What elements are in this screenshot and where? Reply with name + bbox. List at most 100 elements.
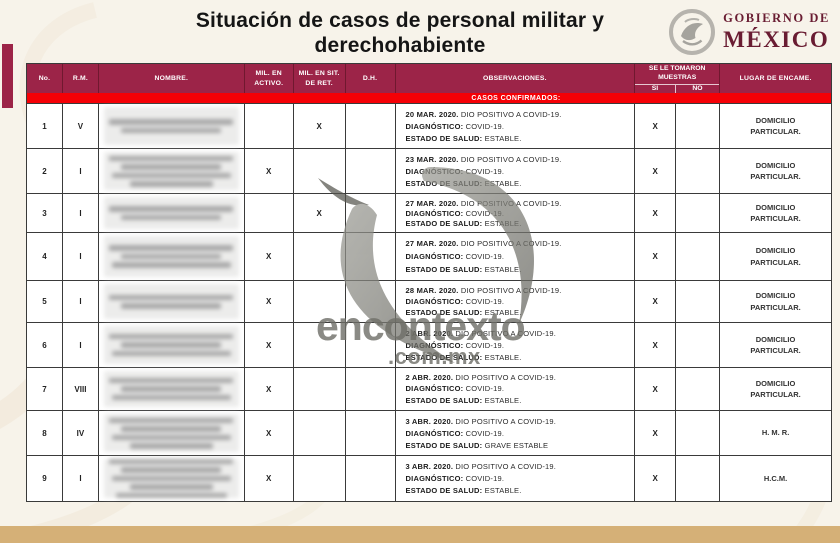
obs-estado: ESTABLE. xyxy=(484,486,522,496)
lugar-text: DOMICILIO PARTICULAR. xyxy=(750,246,801,267)
cell-lugar: H.C.M. xyxy=(720,456,831,501)
obs-diag: COVID-19. xyxy=(465,340,505,350)
obs-estado: ESTABLE. xyxy=(484,265,522,274)
cell-muestra-si: X xyxy=(635,323,677,367)
obs-diag-label: DIAGNÓSTICO: xyxy=(405,473,466,483)
col-header-rm: R.M. xyxy=(63,64,99,93)
lugar-text: H. M. R. xyxy=(761,428,790,438)
cell-mil-activo: X xyxy=(245,323,294,367)
cell-observaciones: 28 MAR. 2020. DIO POSITIVO A COVID-19. D… xyxy=(396,281,636,322)
cell-mil-activo: X xyxy=(245,233,294,280)
cell-dh xyxy=(346,194,396,232)
obs-diag-label: DIAGNÓSTICO: xyxy=(405,384,466,394)
logo-text-mexico: MÉXICO xyxy=(723,27,830,52)
obs-diag: COVID-19. xyxy=(465,384,505,394)
col-header-nombre: NOMBRE. xyxy=(99,64,245,93)
table-row: 5 I X 28 MAR. 2020. DIO POSITIVO A COVID… xyxy=(27,280,831,322)
eagle-seal-icon xyxy=(669,9,716,55)
cell-nombre xyxy=(99,456,245,501)
redacted-name-line xyxy=(109,155,234,161)
cell-dh xyxy=(346,323,396,367)
redacted-name-line xyxy=(121,127,222,133)
table-row: 7 VIII X 2 ABR. 2020. DIO POSITIVO A COV… xyxy=(27,367,831,410)
cell-mil-ret: X xyxy=(294,194,346,232)
redacted-name-line xyxy=(121,253,222,260)
redacted-name-line xyxy=(112,350,231,357)
cell-mil-activo: X xyxy=(245,281,294,322)
cell-nombre xyxy=(99,411,245,455)
obs-event: DIO POSITIVO A COVID-19. xyxy=(455,416,557,426)
obs-line-estado: ESTADO DE SALUD: GRAVE ESTABLE xyxy=(406,441,631,450)
obs-line-fecha: 23 MAR. 2020. DIO POSITIVO A COVID-19. xyxy=(406,155,631,164)
obs-date: 3 ABR. 2020. xyxy=(405,416,456,426)
obs-date: 27 MAR. 2020. xyxy=(405,198,461,208)
obs-estado-label: ESTADO DE SALUD: xyxy=(405,486,485,496)
cell-no: 5 xyxy=(27,281,63,322)
cell-rm: I xyxy=(63,149,99,193)
cell-mil-activo: X xyxy=(245,149,294,193)
cell-nombre xyxy=(99,194,245,232)
cell-lugar: DOMICILIO PARTICULAR. xyxy=(720,194,831,232)
page-title-line2: derechohabiente xyxy=(314,33,486,57)
cell-rm: I xyxy=(63,281,99,322)
cell-muestra-no xyxy=(676,368,721,410)
table-row: 3 I X 27 MAR. 2020. DIO POSITIVO A COVID… xyxy=(27,193,831,232)
cell-mil-ret xyxy=(294,149,346,193)
obs-date: 23 MAR. 2020. xyxy=(405,154,461,164)
obs-estado: ESTABLE. xyxy=(484,308,522,317)
logo-text-gobierno-de: GOBIERNO DE xyxy=(723,11,830,25)
cell-lugar: DOMICILIO PARTICULAR. xyxy=(720,233,831,280)
obs-line-fecha: 3 ABR. 2020. DIO POSITIVO A COVID-19. xyxy=(406,462,631,471)
obs-diag: COVID-19. xyxy=(465,428,505,438)
gobierno-logo-text: GOBIERNO DE MÉXICO xyxy=(723,11,830,53)
col-header-mil-ret: MIL. EN SIT. DE RET. xyxy=(294,64,346,93)
cell-dh xyxy=(346,149,396,193)
obs-estado-label: ESTADO DE SALUD: xyxy=(405,133,485,143)
obs-line-diagnostico: DIAGNÓSTICO: COVID-19. xyxy=(406,297,631,306)
cell-lugar: DOMICILIO PARTICULAR. xyxy=(720,104,831,148)
redacted-name-line xyxy=(109,119,234,125)
cell-mil-activo xyxy=(245,194,294,232)
table-row: 2 I X 23 MAR. 2020. DIO POSITIVO A COVID… xyxy=(27,148,831,193)
redacted-name-line xyxy=(109,333,234,340)
cell-nombre xyxy=(99,281,245,322)
obs-estado: ESTABLE. xyxy=(484,395,522,405)
section-band-casos-confirmados: CASOS CONFIRMADOS: xyxy=(27,93,831,103)
redacted-name xyxy=(103,197,239,229)
redacted-name xyxy=(103,371,239,407)
obs-line-diagnostico: DIAGNÓSTICO: COVID-19. xyxy=(406,122,631,131)
redacted-name-line xyxy=(121,164,222,170)
cell-observaciones: 23 MAR. 2020. DIO POSITIVO A COVID-19. D… xyxy=(396,149,636,193)
cell-rm: IV xyxy=(63,411,99,455)
cell-muestra-si: X xyxy=(635,149,677,193)
lugar-text: H.C.M. xyxy=(763,473,788,483)
lugar-text: DOMICILIO PARTICULAR. xyxy=(750,291,801,312)
cell-lugar: DOMICILIO PARTICULAR. xyxy=(720,323,831,367)
col-header-si: SI xyxy=(635,84,676,93)
obs-line-fecha: 20 MAR. 2020. DIO POSITIVO A COVID-19. xyxy=(406,110,631,119)
cell-mil-ret xyxy=(294,323,346,367)
col-header-observaciones: OBSERVACIONES. xyxy=(396,64,636,93)
page-title: Situación de casos de personal militar y… xyxy=(120,9,680,59)
obs-diag: COVID-19. xyxy=(465,473,505,483)
obs-line-fecha: 3 ABR. 2020. DIO POSITIVO A COVID-19. xyxy=(406,417,631,426)
cell-dh xyxy=(346,281,396,322)
obs-event: DIO POSITIVO A COVID-19. xyxy=(455,373,557,383)
cell-mil-ret xyxy=(294,368,346,410)
cell-muestra-no xyxy=(676,194,721,232)
obs-date: 28 MAR. 2020. xyxy=(405,286,461,295)
cell-observaciones: 2 ABR. 2020. DIO POSITIVO A COVID-19. DI… xyxy=(396,368,636,410)
obs-line-diagnostico: DIAGNÓSTICO: COVID-19. xyxy=(406,341,631,350)
redacted-name-line xyxy=(129,484,214,490)
obs-date: 27 MAR. 2020. xyxy=(405,239,461,248)
obs-line-diagnostico: DIAGNÓSTICO: COVID-19. xyxy=(406,167,631,176)
redacted-name-line xyxy=(116,492,227,499)
obs-event: DIO POSITIVO A COVID-19. xyxy=(460,154,562,164)
obs-diag: COVID-19. xyxy=(465,208,505,218)
redacted-name xyxy=(103,236,239,277)
cell-mil-ret xyxy=(294,456,346,501)
obs-estado-label: ESTADO DE SALUD: xyxy=(405,218,485,228)
table-row: 1 V X 20 MAR. 2020. DIO POSITIVO A COVID… xyxy=(27,103,831,148)
obs-diag: COVID-19. xyxy=(465,166,505,176)
obs-estado-label: ESTADO DE SALUD: xyxy=(405,395,485,405)
